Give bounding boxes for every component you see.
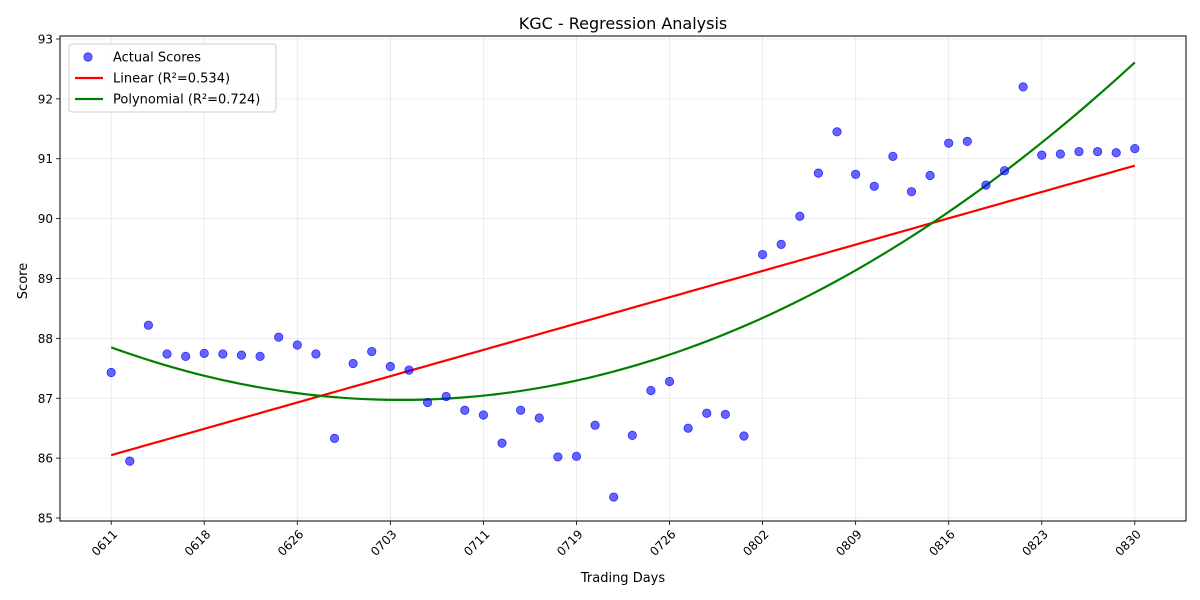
data-point bbox=[106, 367, 116, 378]
data-point bbox=[255, 351, 265, 361]
data-point bbox=[1074, 146, 1084, 157]
y-tick-label: 90 bbox=[38, 212, 53, 226]
data-point bbox=[404, 365, 414, 375]
y-tick-label: 89 bbox=[38, 272, 53, 286]
data-point bbox=[1018, 82, 1028, 92]
data-point bbox=[292, 340, 302, 350]
legend-box bbox=[68, 43, 277, 113]
data-point bbox=[274, 332, 284, 342]
data-point bbox=[702, 408, 712, 418]
data-point bbox=[664, 376, 675, 387]
data-point bbox=[851, 169, 861, 179]
data-point bbox=[497, 438, 507, 448]
data-point bbox=[1092, 146, 1103, 157]
legend-marker-scatter bbox=[83, 52, 93, 62]
grid bbox=[60, 36, 1186, 521]
data-point bbox=[1130, 143, 1140, 154]
data-point bbox=[795, 211, 805, 221]
data-point bbox=[906, 187, 917, 197]
data-point bbox=[348, 358, 358, 369]
data-point bbox=[1111, 148, 1121, 158]
data-point bbox=[720, 409, 730, 420]
data-point bbox=[609, 492, 619, 502]
data-point bbox=[1055, 149, 1065, 159]
data-point bbox=[385, 361, 395, 372]
y-tick-label: 87 bbox=[38, 392, 53, 406]
data-point bbox=[218, 349, 228, 359]
data-point bbox=[962, 136, 972, 146]
data-point bbox=[422, 397, 433, 408]
data-point bbox=[776, 239, 786, 249]
data-point bbox=[553, 452, 563, 462]
data-point bbox=[478, 410, 489, 420]
legend-label: Polynomial (R²=0.724) bbox=[113, 93, 260, 108]
y-tick-label: 93 bbox=[38, 32, 53, 46]
data-point bbox=[944, 138, 954, 148]
y-tick-label: 85 bbox=[38, 512, 53, 526]
legend: Actual Scores Linear (R²=0.534) Polynomial… bbox=[68, 43, 277, 113]
data-point bbox=[981, 180, 991, 190]
data-point bbox=[757, 249, 768, 260]
y-tick-label: 86 bbox=[38, 452, 53, 466]
data-point bbox=[925, 170, 935, 181]
data-point bbox=[683, 423, 693, 433]
data-point bbox=[236, 350, 247, 360]
data-point bbox=[646, 385, 656, 396]
regression-lines bbox=[110, 61, 1136, 457]
data-point bbox=[813, 168, 824, 178]
data-point bbox=[143, 320, 154, 330]
data-point bbox=[888, 151, 898, 161]
polynomial-fit-line bbox=[110, 61, 1136, 402]
data-point bbox=[441, 391, 451, 402]
data-point bbox=[516, 405, 526, 415]
data-point bbox=[460, 405, 470, 415]
data-point bbox=[999, 166, 1010, 176]
y-axis-label: Score bbox=[16, 263, 31, 299]
legend-label: Actual Scores bbox=[113, 51, 201, 66]
scatter-points bbox=[106, 82, 1140, 502]
x-axis-label: Trading Days bbox=[580, 571, 665, 586]
data-point bbox=[590, 420, 600, 430]
data-point bbox=[367, 346, 377, 357]
data-point bbox=[832, 127, 842, 137]
y-tick-label: 88 bbox=[38, 332, 53, 346]
data-point bbox=[1037, 150, 1047, 160]
chart-title: KGC - Regression Analysis bbox=[519, 14, 728, 33]
data-point bbox=[739, 431, 749, 441]
legend-label: Linear (R²=0.534) bbox=[113, 72, 230, 87]
linear-fit-line bbox=[110, 164, 1136, 457]
data-point bbox=[627, 430, 637, 440]
data-point bbox=[311, 349, 321, 359]
y-axis: 85 86 87 88 89 90 91 92 93 bbox=[38, 32, 60, 526]
y-tick-label: 92 bbox=[38, 92, 53, 106]
data-point bbox=[162, 349, 172, 359]
data-point bbox=[329, 433, 340, 443]
data-point bbox=[571, 451, 582, 461]
data-point bbox=[199, 348, 209, 358]
data-point bbox=[125, 456, 135, 466]
data-point bbox=[534, 413, 544, 423]
data-point bbox=[869, 181, 879, 191]
data-point bbox=[181, 351, 191, 361]
y-tick-label: 91 bbox=[38, 152, 53, 166]
